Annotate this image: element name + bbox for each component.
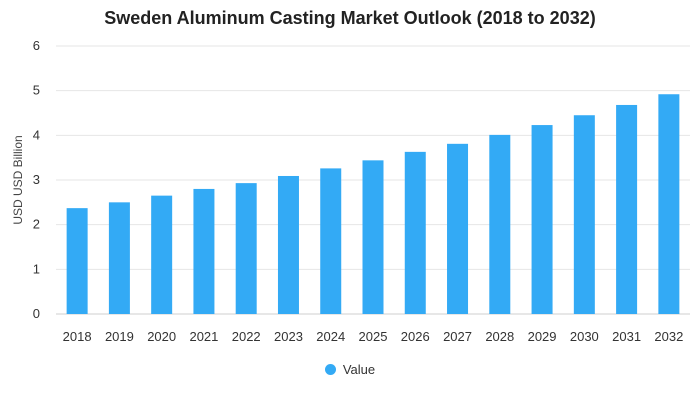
x-tick-label: 2028 [485, 329, 514, 344]
bar[interactable] [151, 195, 173, 314]
x-tick-label: 2026 [401, 329, 430, 344]
y-tick-label: 4 [33, 127, 40, 142]
x-tick-label: 2020 [147, 329, 176, 344]
bar[interactable] [277, 175, 299, 314]
x-tick-label: 2031 [612, 329, 641, 344]
y-tick-label: 5 [33, 83, 40, 98]
x-tick-label: 2025 [359, 329, 388, 344]
bar[interactable] [658, 94, 680, 315]
legend[interactable]: Value [0, 362, 700, 377]
bar[interactable] [235, 183, 257, 314]
bar[interactable] [573, 115, 595, 314]
bar[interactable] [108, 202, 130, 314]
y-axis-title: USD USD Billion [11, 135, 25, 224]
bar[interactable] [447, 143, 469, 314]
y-tick-label: 1 [33, 261, 40, 276]
bar[interactable] [489, 134, 511, 314]
x-tick-label: 2032 [654, 329, 683, 344]
bar[interactable] [404, 151, 426, 314]
x-tick-label: 2018 [63, 329, 92, 344]
x-tick-label: 2024 [316, 329, 345, 344]
bar[interactable] [531, 125, 553, 314]
y-tick-label: 0 [33, 306, 40, 321]
y-tick-label: 2 [33, 217, 40, 232]
x-tick-label: 2027 [443, 329, 472, 344]
y-tick-label: 3 [33, 172, 40, 187]
bar[interactable] [66, 208, 88, 314]
legend-label: Value [342, 362, 376, 377]
bar[interactable] [193, 188, 215, 314]
legend-swatch [324, 364, 336, 375]
x-tick-label: 2023 [274, 329, 303, 344]
x-tick-label: 2022 [232, 329, 261, 344]
bar[interactable] [320, 168, 342, 314]
x-tick-label: 2030 [570, 329, 599, 344]
chart-title: Sweden Aluminum Casting Market Outlook (… [104, 8, 596, 28]
x-tick-label: 2019 [105, 329, 134, 344]
x-tick-label: 2029 [528, 329, 557, 344]
y-tick-label: 6 [33, 38, 40, 53]
x-tick-label: 2021 [189, 329, 218, 344]
bar[interactable] [616, 104, 638, 315]
bar[interactable] [362, 160, 384, 314]
